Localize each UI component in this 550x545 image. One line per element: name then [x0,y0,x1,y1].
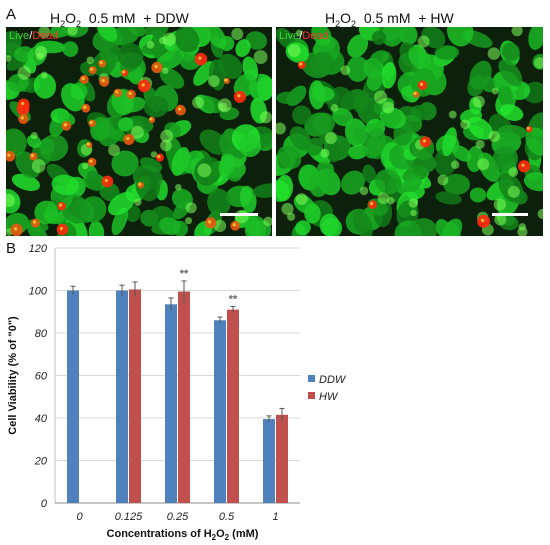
legend-label-ddw: DDW [319,374,347,386]
significance-marker: ** [180,268,189,280]
bar-ddw [263,419,275,503]
x-axis-label: Concentrations of H2O2 (mM) [107,528,259,542]
x-tick-label: 0.5 [219,511,235,523]
micrograph-hw-cells [276,27,543,236]
bar-hw [178,291,190,503]
legend-swatch-hw [308,392,315,399]
bar-ddw [67,290,79,503]
y-tick-label: 100 [29,286,48,298]
bar-ddw [165,304,177,503]
bar-hw [227,309,239,503]
panel-b-letter: B [6,240,17,257]
bar-hw [129,289,141,503]
y-tick-label: 80 [35,328,48,340]
cell-viability-chart: 0 20 40 60 80 100 120 0 0.125 0.25 ** 0.5 ** 1 Cell Vi… [7,243,347,542]
y-tick-label: 60 [35,371,48,383]
y-tick-label: 120 [29,243,48,255]
legend-label-hw: HW [319,391,339,403]
y-axis-label: Cell Viability (% of "0") [7,316,19,435]
y-tick-label: 20 [34,456,48,468]
y-tick-label: 0 [41,498,48,510]
micrograph-ddw: Live/Dead [6,27,272,236]
micrograph-hw: Live/Dead [276,27,543,236]
x-tick-label: 1 [272,511,278,523]
bar-ddw [116,290,128,503]
panel-a-letter: A [6,6,17,23]
live-dead-label: Live/Dead [279,30,329,42]
live-dead-label: Live/Dead [9,30,59,42]
significance-marker: ** [229,293,238,305]
x-tick-label: 0.25 [167,511,189,523]
legend-swatch-ddw [308,375,315,382]
left-image-title: H2O2 0.5 mM + DDW [50,10,189,29]
micrograph-ddw-cells [6,27,272,236]
y-tick-label: 40 [35,413,48,425]
scale-bar [492,213,528,216]
scale-bar [220,213,258,216]
x-tick-label: 0 [76,511,83,523]
x-tick-label: 0.125 [115,511,143,523]
bar-hw [276,414,288,503]
bar-ddw [214,320,226,503]
right-image-title: H2O2 0.5 mM + HW [325,10,454,29]
